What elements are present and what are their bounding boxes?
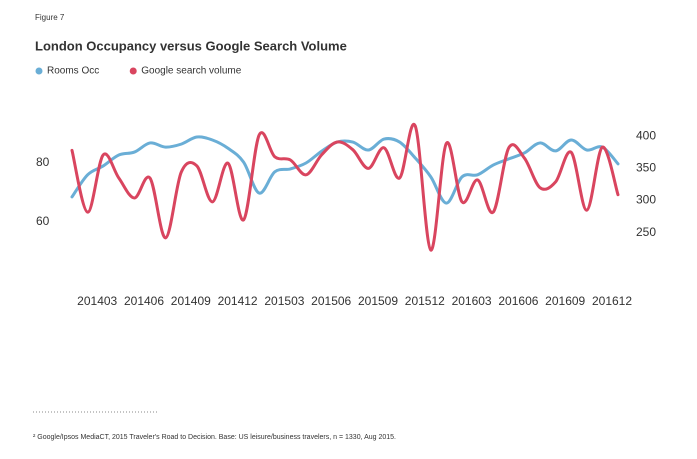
y2-tick-label: 300	[636, 193, 656, 207]
x-tick-label: 201412	[218, 294, 258, 308]
x-tick-label: 201603	[452, 294, 492, 308]
y2-tick-label: 250	[636, 225, 656, 239]
series-line	[70, 122, 620, 252]
legend-marker	[129, 67, 137, 75]
y-tick-label: 60	[36, 214, 50, 228]
x-tick-label: 201403	[77, 294, 117, 308]
x-tick-label: 201509	[358, 294, 398, 308]
y2-tick-label: 400	[636, 128, 656, 142]
x-tick-label: 201506	[311, 294, 351, 308]
y2-tick-label: 350	[636, 161, 656, 175]
x-tick-label: 201512	[405, 294, 445, 308]
legend-label: Rooms Occ	[47, 66, 99, 77]
y-tick-label: 80	[36, 155, 50, 169]
x-tick-label: 201606	[498, 294, 538, 308]
footnote: ² Google/Ipsos MediaCT, 2015 Traveler's …	[33, 434, 396, 441]
x-tick-label: 201409	[171, 294, 211, 308]
x-tick-label: 201612	[592, 294, 632, 308]
chart-title: London Occupancy versus Google Search Vo…	[35, 38, 347, 53]
figure-label: Figure 7	[35, 13, 65, 22]
legend-label: Google search volume	[141, 66, 241, 77]
x-tick-label: 201503	[264, 294, 304, 308]
series-line	[70, 135, 620, 205]
x-tick-label: 201406	[124, 294, 164, 308]
legend-marker	[35, 67, 43, 75]
x-tick-label: 201609	[545, 294, 585, 308]
